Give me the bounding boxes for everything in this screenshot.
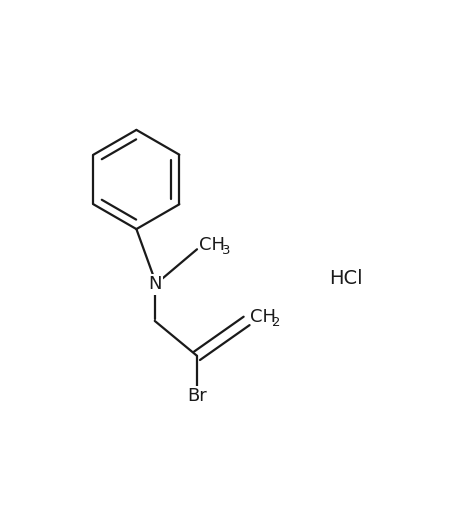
- Text: N: N: [148, 275, 162, 293]
- Text: Br: Br: [187, 387, 207, 405]
- Text: 3: 3: [222, 243, 230, 257]
- Text: 2: 2: [272, 316, 281, 329]
- Text: CH: CH: [249, 308, 275, 326]
- Text: CH: CH: [199, 236, 225, 254]
- Text: HCl: HCl: [329, 269, 363, 288]
